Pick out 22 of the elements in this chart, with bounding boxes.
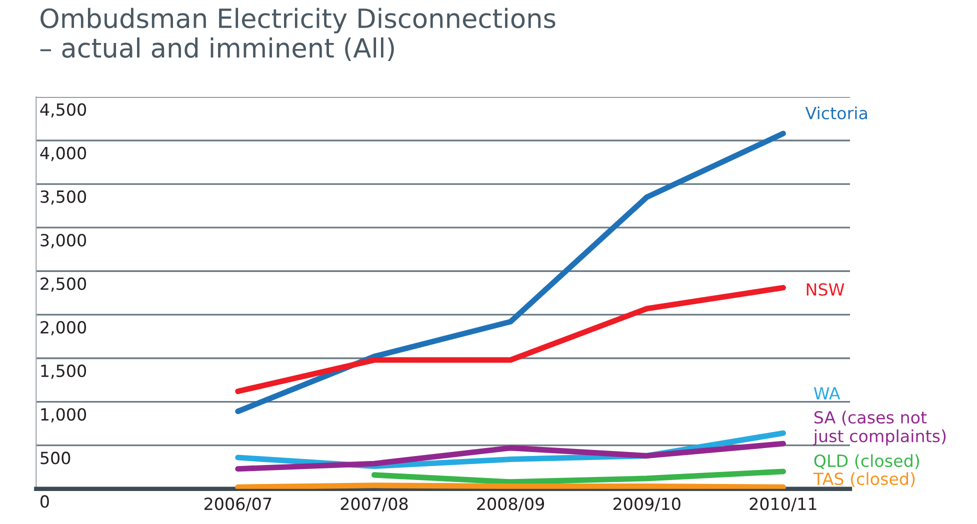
text: WA [814,387,840,400]
x-tick-label: 2009/10 [613,498,680,512]
y-tick-label: 1,500 [41,364,86,379]
series-label: NSW [806,283,844,296]
x-tick-label: 2008/09 [477,498,544,512]
x-tick-label: 2007/08 [340,498,408,512]
x-tick-label: 2010/11 [750,498,816,512]
x-tick-label: 2006/07 [204,498,272,512]
y-tick-label: 4,000 [40,146,86,162]
y-tick-label: 3,500 [40,190,86,205]
y-tick-label: 500 [40,452,70,464]
series-label: TAS (closed) [813,472,915,488]
y-tick-label: 4,500 [40,103,86,118]
y-tick-label: 2,500 [40,277,86,292]
y-tick-label: 1,000 [41,408,86,422]
chart-title: Ombudsman Electricity Disconnections – actual and imminent (All) [40,8,556,61]
series-label: SA (cases not just complaints) [813,410,946,446]
y-tick-label: 2,000 [40,320,86,336]
y-tick-label: 3,000 [40,234,86,248]
y-tick-label: 0 [40,495,49,508]
series-label: QLD (closed) [814,454,919,470]
series-label: Victoria [805,106,867,120]
